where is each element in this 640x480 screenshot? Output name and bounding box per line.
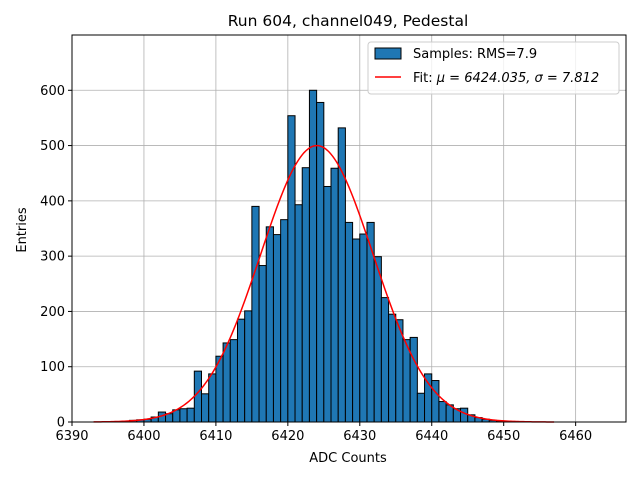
x-axis-ticks: 6390 6400 6410 6420 6430 6440 6450 6460 bbox=[55, 422, 592, 444]
chart-title: Run 604, channel049, Pedestal bbox=[228, 12, 469, 30]
y-tick-label: 400 bbox=[40, 194, 65, 209]
histogram-bar bbox=[352, 238, 361, 423]
histogram-bar bbox=[294, 204, 303, 423]
histogram-bar bbox=[301, 167, 310, 423]
histogram-bar bbox=[388, 313, 397, 423]
x-tick-label: 6410 bbox=[199, 429, 232, 444]
legend-box bbox=[367, 41, 620, 95]
histogram-bar bbox=[409, 336, 418, 423]
y-axis-ticks: 0 100 200 300 400 500 600 bbox=[40, 84, 72, 431]
histogram-bar bbox=[265, 226, 274, 423]
legend-fit-params: μ = 6424.035, σ = 7.812 bbox=[436, 71, 599, 86]
legend-histogram-swatch bbox=[374, 47, 402, 60]
legend-fit-prefix: Fit: bbox=[413, 71, 437, 86]
y-tick-label: 0 bbox=[57, 416, 65, 431]
x-axis-label: ADC Counts bbox=[309, 451, 387, 466]
y-tick-label: 600 bbox=[40, 84, 65, 99]
x-tick-label: 6390 bbox=[55, 429, 88, 444]
histogram-bar bbox=[344, 221, 354, 423]
histogram-bar bbox=[201, 393, 210, 423]
legend-histogram-label: Samples: RMS=7.9 bbox=[413, 47, 537, 62]
histogram-bar bbox=[316, 101, 325, 423]
histogram-bar bbox=[380, 297, 390, 423]
y-tick-label: 200 bbox=[40, 305, 65, 320]
histogram-bar bbox=[424, 373, 433, 423]
histogram-bar bbox=[222, 342, 231, 423]
histogram-bar bbox=[438, 401, 447, 423]
histogram-bar bbox=[359, 233, 368, 423]
fit-curve bbox=[93, 144, 555, 423]
y-tick-label: 100 bbox=[40, 360, 65, 375]
histogram-bar bbox=[193, 370, 203, 423]
x-tick-label: 6430 bbox=[343, 429, 376, 444]
y-tick-label: 300 bbox=[40, 250, 65, 265]
y-tick-label: 500 bbox=[40, 139, 65, 154]
legend-fit-label: Fit: μ = 6424.035, σ = 7.812 bbox=[413, 71, 599, 86]
x-tick-label: 6400 bbox=[127, 429, 160, 444]
histogram-bar bbox=[431, 380, 440, 423]
histogram-bar bbox=[460, 407, 469, 423]
histogram-bar bbox=[244, 310, 253, 423]
histogram-bar bbox=[416, 392, 426, 423]
x-tick-label: 6450 bbox=[487, 429, 520, 444]
histogram-bar bbox=[330, 167, 339, 423]
histogram-bar bbox=[251, 205, 260, 423]
histogram-bar bbox=[179, 408, 188, 423]
histogram-bar bbox=[229, 339, 238, 423]
histogram-bar bbox=[373, 256, 382, 423]
histogram-bar bbox=[402, 339, 411, 423]
x-tick-label: 6440 bbox=[415, 429, 448, 444]
histogram-bar bbox=[280, 219, 289, 423]
y-axis-label: Entries bbox=[15, 207, 30, 253]
histogram-bar bbox=[272, 234, 282, 423]
histogram-bar bbox=[236, 318, 246, 423]
plot-frame bbox=[71, 34, 627, 423]
x-tick-label: 6460 bbox=[559, 429, 592, 444]
histogram-bar bbox=[308, 89, 318, 423]
histogram-bar bbox=[186, 407, 195, 423]
histogram-bar bbox=[208, 373, 217, 423]
histogram-bar bbox=[323, 185, 332, 423]
x-tick-label: 6420 bbox=[271, 429, 304, 444]
legend: Samples: RMS=7.9 Fit: μ = 6424.035, σ = … bbox=[367, 41, 620, 95]
histogram-bar bbox=[287, 115, 296, 423]
histogram-bar bbox=[258, 265, 267, 423]
